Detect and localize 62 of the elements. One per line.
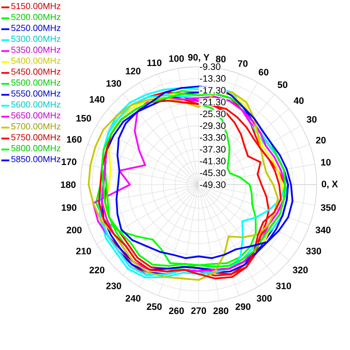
- spoke-label: 90, Y: [188, 54, 210, 62]
- y-tick-label: -29.30: [200, 122, 226, 129]
- legend-label: 5750.00MHz: [11, 134, 60, 140]
- spoke-label: 330: [306, 248, 322, 254]
- spoke-label: 220: [90, 266, 104, 274]
- spoke-label: 310: [276, 282, 292, 290]
- spoke-label: 290: [236, 303, 250, 310]
- spoke-label: 230: [106, 282, 122, 290]
- legend-label: 5200.00MHz: [11, 14, 60, 20]
- y-tick-label: -49.30: [200, 181, 226, 188]
- spoke-label: 110: [147, 59, 162, 66]
- spoke-label: 210: [76, 248, 92, 254]
- spoke-label: 320: [292, 266, 308, 274]
- legend-label: 5600.00MHz: [11, 101, 60, 108]
- y-tick-label: -9.30: [200, 63, 220, 70]
- spoke-label: 150: [76, 114, 92, 122]
- legend-label: 5350.00MHz: [11, 46, 60, 53]
- legend-label: 5500.00MHz: [11, 79, 60, 86]
- spoke-label: 70: [238, 60, 248, 67]
- spoke-label: 270: [191, 307, 206, 314]
- spoke-label: 10: [321, 158, 331, 166]
- spoke-label: 340: [316, 226, 331, 234]
- y-tick-label: -33.30: [200, 134, 226, 141]
- spoke-label: 240: [126, 294, 140, 302]
- spoke-label: 20: [316, 136, 326, 144]
- legend-label: 5550.00MHz: [11, 90, 60, 97]
- y-tick-label: -25.30: [200, 110, 226, 118]
- legend-label: 5850.00MHz: [11, 156, 60, 162]
- y-tick-label: -41.30: [200, 158, 226, 164]
- y-tick-label: -13.30: [200, 75, 226, 82]
- y-tick-label: -45.30: [200, 170, 226, 176]
- spoke-label: 140: [90, 96, 104, 103]
- legend-label: 5400.00MHz: [11, 58, 60, 64]
- spoke-label: 50: [278, 81, 288, 88]
- spoke-label: 30: [306, 116, 317, 123]
- spoke-label: 200: [66, 226, 82, 234]
- spoke-label: 120: [126, 68, 140, 74]
- legend-label: 5700.00MHz: [11, 123, 60, 130]
- spoke-label: 190: [62, 204, 76, 211]
- legend-label: 5650.00MHz: [11, 112, 60, 118]
- y-tick-label: -21.30: [200, 98, 226, 106]
- legend-label: 5450.00MHz: [11, 68, 60, 75]
- legend-label: 5300.00MHz: [11, 36, 60, 42]
- spoke-label: 250: [146, 303, 162, 310]
- y-tick-label: -37.30: [200, 146, 226, 153]
- y-tick-label: -17.30: [200, 86, 226, 94]
- spoke-label: 60: [258, 68, 268, 76]
- legend-label: 5250.00MHz: [11, 24, 60, 32]
- spoke-label: 260: [168, 307, 184, 314]
- spoke-label: 280: [213, 307, 228, 314]
- spoke-label: 160: [66, 136, 82, 143]
- legend-label: 5800.00MHz: [11, 145, 60, 152]
- spoke-label: 180: [60, 181, 76, 188]
- spoke-label: 40: [294, 97, 304, 104]
- spoke-label: 0, X: [322, 180, 338, 189]
- legend-label: 5150.00MHz: [11, 2, 60, 10]
- spoke-label: 170: [62, 158, 76, 166]
- spoke-label: 300: [256, 294, 272, 302]
- spoke-label: 350: [320, 204, 336, 211]
- spoke-label: 80: [216, 56, 226, 62]
- spoke-label: 100: [169, 55, 184, 62]
- spoke-label: 130: [106, 80, 122, 87]
